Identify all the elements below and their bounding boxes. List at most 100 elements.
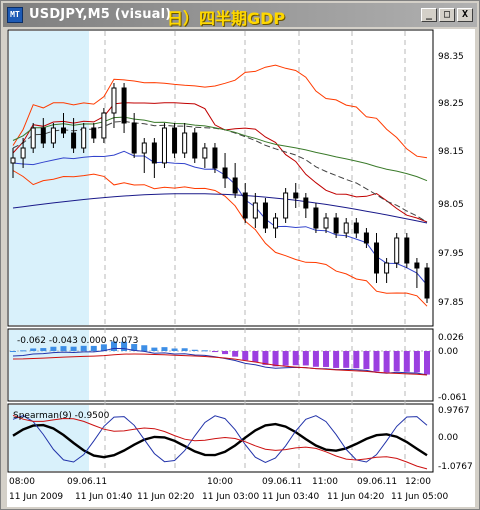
macd-histogram-bar xyxy=(353,351,360,369)
macd-histogram-bar xyxy=(171,348,178,351)
lower-band-line xyxy=(12,170,428,307)
spearman-tick: 0.00 xyxy=(438,433,458,443)
candle-body xyxy=(384,262,390,274)
macd-histogram-bar xyxy=(201,350,208,352)
close-button[interactable]: X xyxy=(457,8,473,22)
long-ma-green xyxy=(12,116,428,182)
spearman-series xyxy=(12,414,428,470)
macd-histogram-bar xyxy=(302,351,309,366)
price-tick: 97.95 xyxy=(438,249,464,259)
candle-body xyxy=(30,127,36,149)
title-bar[interactable]: MT USDJPY,M5 (visual) 日）四半期GDP _ □ X xyxy=(3,3,477,28)
time-label-bottom: 11 Jun 04:20 xyxy=(327,492,384,502)
candle-body xyxy=(424,267,430,299)
macd-histogram-bar xyxy=(242,351,249,361)
session-shade-price xyxy=(9,31,89,325)
macd-tick: 0.00 xyxy=(438,347,458,357)
macd-histogram-bar xyxy=(30,348,37,351)
candle-body xyxy=(20,147,26,159)
spearman-label: Spearman(9) -0.9500 xyxy=(13,411,110,421)
macd-histogram-bar xyxy=(272,351,279,367)
macd-histogram-bar xyxy=(80,345,87,351)
macd-histogram-bar xyxy=(191,349,198,351)
candle-body xyxy=(333,217,339,234)
macd-series xyxy=(9,341,432,376)
macd-histogram-bar xyxy=(70,346,77,351)
price-tick: 97.85 xyxy=(438,298,464,308)
macd-axis: 0.026 0.00 -0.061 xyxy=(438,333,467,403)
candle-body xyxy=(363,232,369,244)
chart-area[interactable]: 98.35 98.25 98.15 98.05 97.95 97.85 -0.0… xyxy=(7,29,475,507)
time-label-top: 08:00 xyxy=(9,477,35,487)
spearman-tick: 0.9767 xyxy=(438,406,470,416)
macd-histogram-bar xyxy=(141,345,148,351)
time-label-top: 09.06.11 xyxy=(357,477,397,487)
macd-histogram-bar xyxy=(333,351,340,368)
time-label-bottom: 11 Jun 01:40 xyxy=(75,492,132,502)
candle-body xyxy=(414,262,420,269)
price-tick: 98.05 xyxy=(438,200,464,210)
candle-body xyxy=(172,127,178,154)
macd-histogram-bar xyxy=(413,351,420,373)
candle-body xyxy=(81,127,87,149)
price-series xyxy=(10,64,430,307)
macd-histogram-bar xyxy=(373,351,380,372)
macd-histogram-bar xyxy=(252,351,259,363)
session-shade-macd xyxy=(9,330,89,400)
macd-tick: 0.026 xyxy=(438,333,464,343)
macd-histogram-bar xyxy=(90,345,97,351)
macd-histogram-bar xyxy=(403,351,410,372)
candle-body xyxy=(111,87,117,114)
macd-histogram-bar xyxy=(131,344,138,351)
candle-body xyxy=(394,237,400,264)
spearman-tick: -1.0767 xyxy=(438,462,473,472)
time-label-top: 10:00 xyxy=(207,477,233,487)
candle-body xyxy=(303,197,309,209)
macd-histogram-bar xyxy=(343,351,350,368)
time-label-top: 11:00 xyxy=(312,477,338,487)
time-label-top: 12:00 xyxy=(405,477,431,487)
macd-histogram-bar xyxy=(363,351,370,370)
macd-histogram-bar xyxy=(151,347,158,351)
spearman-axis: 0.9767 0.00 -1.0767 xyxy=(438,406,473,472)
candle-body xyxy=(222,167,228,179)
candle-body xyxy=(262,202,268,229)
macd-histogram-bar xyxy=(262,351,269,365)
candle-body xyxy=(353,222,359,234)
spearman-red-line xyxy=(12,414,428,470)
candle-body xyxy=(161,127,167,164)
candle-body xyxy=(141,142,147,154)
macd-histogram-bar xyxy=(121,341,128,351)
candle-body xyxy=(283,192,289,219)
candle-body xyxy=(40,127,46,144)
time-label-bottom: 11 Jun 03:40 xyxy=(262,492,319,502)
chart-app-icon: MT xyxy=(7,7,23,23)
candle-body xyxy=(202,147,208,159)
candle-body xyxy=(232,177,238,194)
candle-body xyxy=(374,242,380,274)
macd-tick: -0.061 xyxy=(438,393,467,403)
candle-body xyxy=(91,127,97,139)
price-tick: 98.25 xyxy=(438,99,464,109)
macd-histogram-bar xyxy=(383,351,390,373)
candle-body xyxy=(131,122,137,154)
macd-histogram-bar xyxy=(60,346,67,351)
macd-histogram-bar xyxy=(323,351,330,367)
macd-histogram-bar xyxy=(100,344,107,351)
minimize-button[interactable]: _ xyxy=(421,8,437,22)
macd-histogram-bar xyxy=(232,351,239,357)
price-axis: 98.35 98.25 98.15 98.05 97.95 97.85 xyxy=(438,52,464,308)
time-label-bottom: 11 Jun 2009 xyxy=(9,492,63,502)
time-label-top: 09.06.11 xyxy=(262,477,302,487)
time-label-top: 09.06.11 xyxy=(67,477,107,487)
macd-readout: -0.062 -0.043 0.000 -0.073 xyxy=(17,336,138,346)
candle-body xyxy=(71,132,77,149)
price-tick: 98.15 xyxy=(438,147,464,157)
chart-svg[interactable]: 98.35 98.25 98.15 98.05 97.95 97.85 -0.0… xyxy=(7,29,475,507)
upper-band-line xyxy=(12,64,428,159)
macd-histogram-bar xyxy=(20,350,27,352)
candle-body xyxy=(182,132,188,154)
inner-band-upper xyxy=(12,102,428,223)
maximize-button[interactable]: □ xyxy=(439,8,455,22)
